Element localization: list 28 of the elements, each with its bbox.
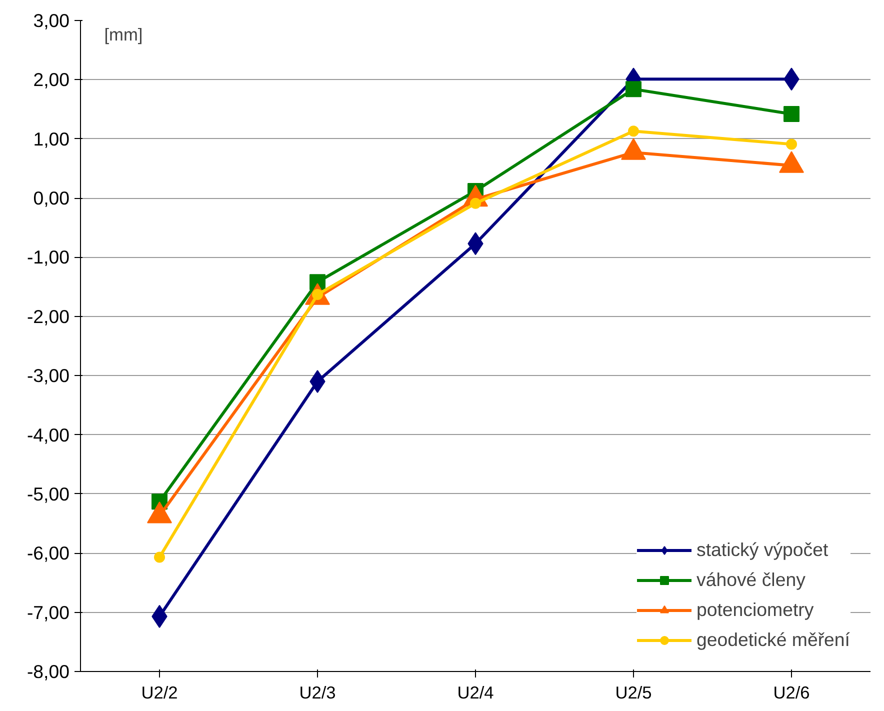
x-tick-label: U2/2 [141,682,178,702]
y-tick-label: -1,00 [26,246,70,268]
x-tick-label: U2/5 [615,682,652,702]
y-tick-label: -4,00 [26,424,70,446]
point [784,106,800,122]
y-tick-label: 1,00 [33,128,70,150]
y-axis-title: [mm] [104,24,143,44]
x-tick-label: U2/6 [773,682,810,702]
point [786,138,797,150]
point [628,126,639,137]
legend-label: váhové členy [696,569,806,591]
y-tick-label: -3,00 [26,365,70,386]
legend-label: statický výpočet [696,539,828,561]
point [470,198,481,209]
y-tick-label: -6,00 [26,542,70,564]
x-tick-label: U2/4 [457,682,494,702]
legend-label: geodetické měření [696,629,850,651]
y-tick-label: -7,00 [26,602,70,623]
point [626,81,642,98]
y-tick-label: 2,00 [33,69,70,90]
y-tick-label: 0,00 [33,188,70,209]
x-tick-label: U2/3 [299,682,336,702]
y-tick-label: -2,00 [26,306,70,327]
y-tick-label: 3,00 [33,10,70,31]
y-tick-label: -5,00 [26,483,70,504]
y-tick-label: -8,00 [26,661,70,682]
point [154,552,165,563]
legend-label: potenciometry [696,599,814,621]
